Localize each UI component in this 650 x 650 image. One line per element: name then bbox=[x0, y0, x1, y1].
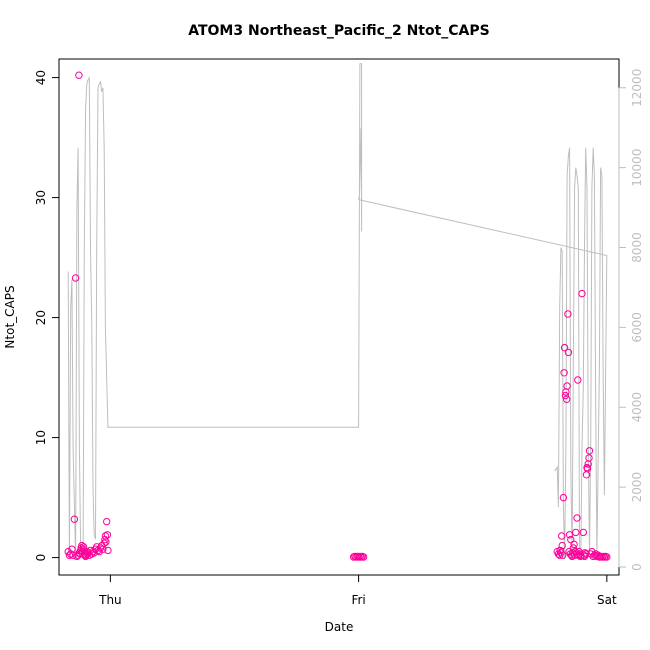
line-layer bbox=[67, 63, 608, 560]
data-point bbox=[100, 539, 108, 547]
data-point bbox=[574, 376, 582, 384]
data-point bbox=[564, 348, 573, 357]
plot-area bbox=[58, 58, 620, 576]
data-point bbox=[94, 546, 102, 555]
data-point bbox=[560, 369, 568, 377]
y2-tick-label: 2000 bbox=[630, 472, 644, 503]
data-point bbox=[573, 514, 581, 522]
data-point bbox=[65, 551, 74, 559]
data-point bbox=[103, 517, 111, 526]
data-point bbox=[582, 550, 590, 558]
series-line bbox=[67, 63, 608, 560]
data-point bbox=[577, 551, 585, 559]
y-axis-label: Ntot_CAPS bbox=[3, 285, 17, 348]
data-point bbox=[95, 547, 103, 556]
data-point bbox=[71, 274, 80, 282]
data-point bbox=[559, 493, 568, 502]
chart-title: ATOM3 Northeast_Pacific_2 Ntot_CAPS bbox=[188, 23, 490, 39]
data-point bbox=[98, 541, 106, 550]
data-point bbox=[558, 541, 566, 550]
x-axis: Thu Fri Sat bbox=[98, 574, 617, 607]
data-point bbox=[559, 551, 567, 559]
data-point bbox=[583, 465, 592, 473]
x-tick-label: Thu bbox=[98, 593, 122, 607]
data-point bbox=[570, 540, 578, 549]
data-point bbox=[561, 391, 570, 400]
data-point bbox=[603, 553, 611, 561]
data-point bbox=[562, 395, 571, 403]
data-point bbox=[581, 549, 589, 557]
data-point bbox=[69, 551, 77, 559]
data-point bbox=[572, 528, 580, 537]
y-tick-label: 0 bbox=[34, 554, 48, 562]
data-point bbox=[102, 538, 110, 546]
y2-tick-label: 10000 bbox=[630, 149, 644, 187]
data-point bbox=[557, 549, 565, 557]
y-axis-left: 0 10 20 30 40 bbox=[34, 70, 60, 562]
y-tick-label: 40 bbox=[34, 70, 48, 85]
data-point bbox=[560, 343, 569, 352]
y2-tick-label: 4000 bbox=[630, 392, 644, 423]
data-point bbox=[564, 310, 572, 318]
data-point bbox=[563, 382, 571, 390]
data-point bbox=[558, 532, 566, 540]
y2-tick-label: 6000 bbox=[630, 312, 644, 343]
data-point bbox=[578, 289, 586, 298]
y-tick-label: 20 bbox=[34, 310, 48, 325]
point-layer bbox=[64, 71, 611, 561]
y-tick-label: 30 bbox=[34, 190, 48, 205]
data-point bbox=[104, 546, 112, 555]
data-point bbox=[70, 515, 79, 523]
data-point bbox=[90, 549, 98, 557]
data-point bbox=[569, 544, 577, 552]
y2-tick-label: 8000 bbox=[630, 232, 644, 263]
y-axis-right: 0 2000 4000 6000 8000 10000 12000 bbox=[618, 69, 644, 571]
x-axis-label: Date bbox=[325, 620, 354, 634]
data-point bbox=[585, 447, 594, 455]
y-tick-label: 10 bbox=[34, 430, 48, 445]
x-tick-label: Fri bbox=[351, 593, 365, 607]
data-point bbox=[75, 71, 83, 79]
data-point bbox=[359, 553, 368, 561]
data-point bbox=[585, 454, 593, 462]
x-tick-label: Sat bbox=[597, 593, 617, 607]
data-point bbox=[572, 550, 581, 558]
y2-tick-label: 12000 bbox=[630, 69, 644, 107]
data-point bbox=[579, 528, 587, 537]
data-point bbox=[64, 547, 72, 556]
data-point bbox=[565, 531, 574, 539]
data-point bbox=[103, 531, 112, 539]
y2-tick-label: 0 bbox=[630, 563, 644, 571]
